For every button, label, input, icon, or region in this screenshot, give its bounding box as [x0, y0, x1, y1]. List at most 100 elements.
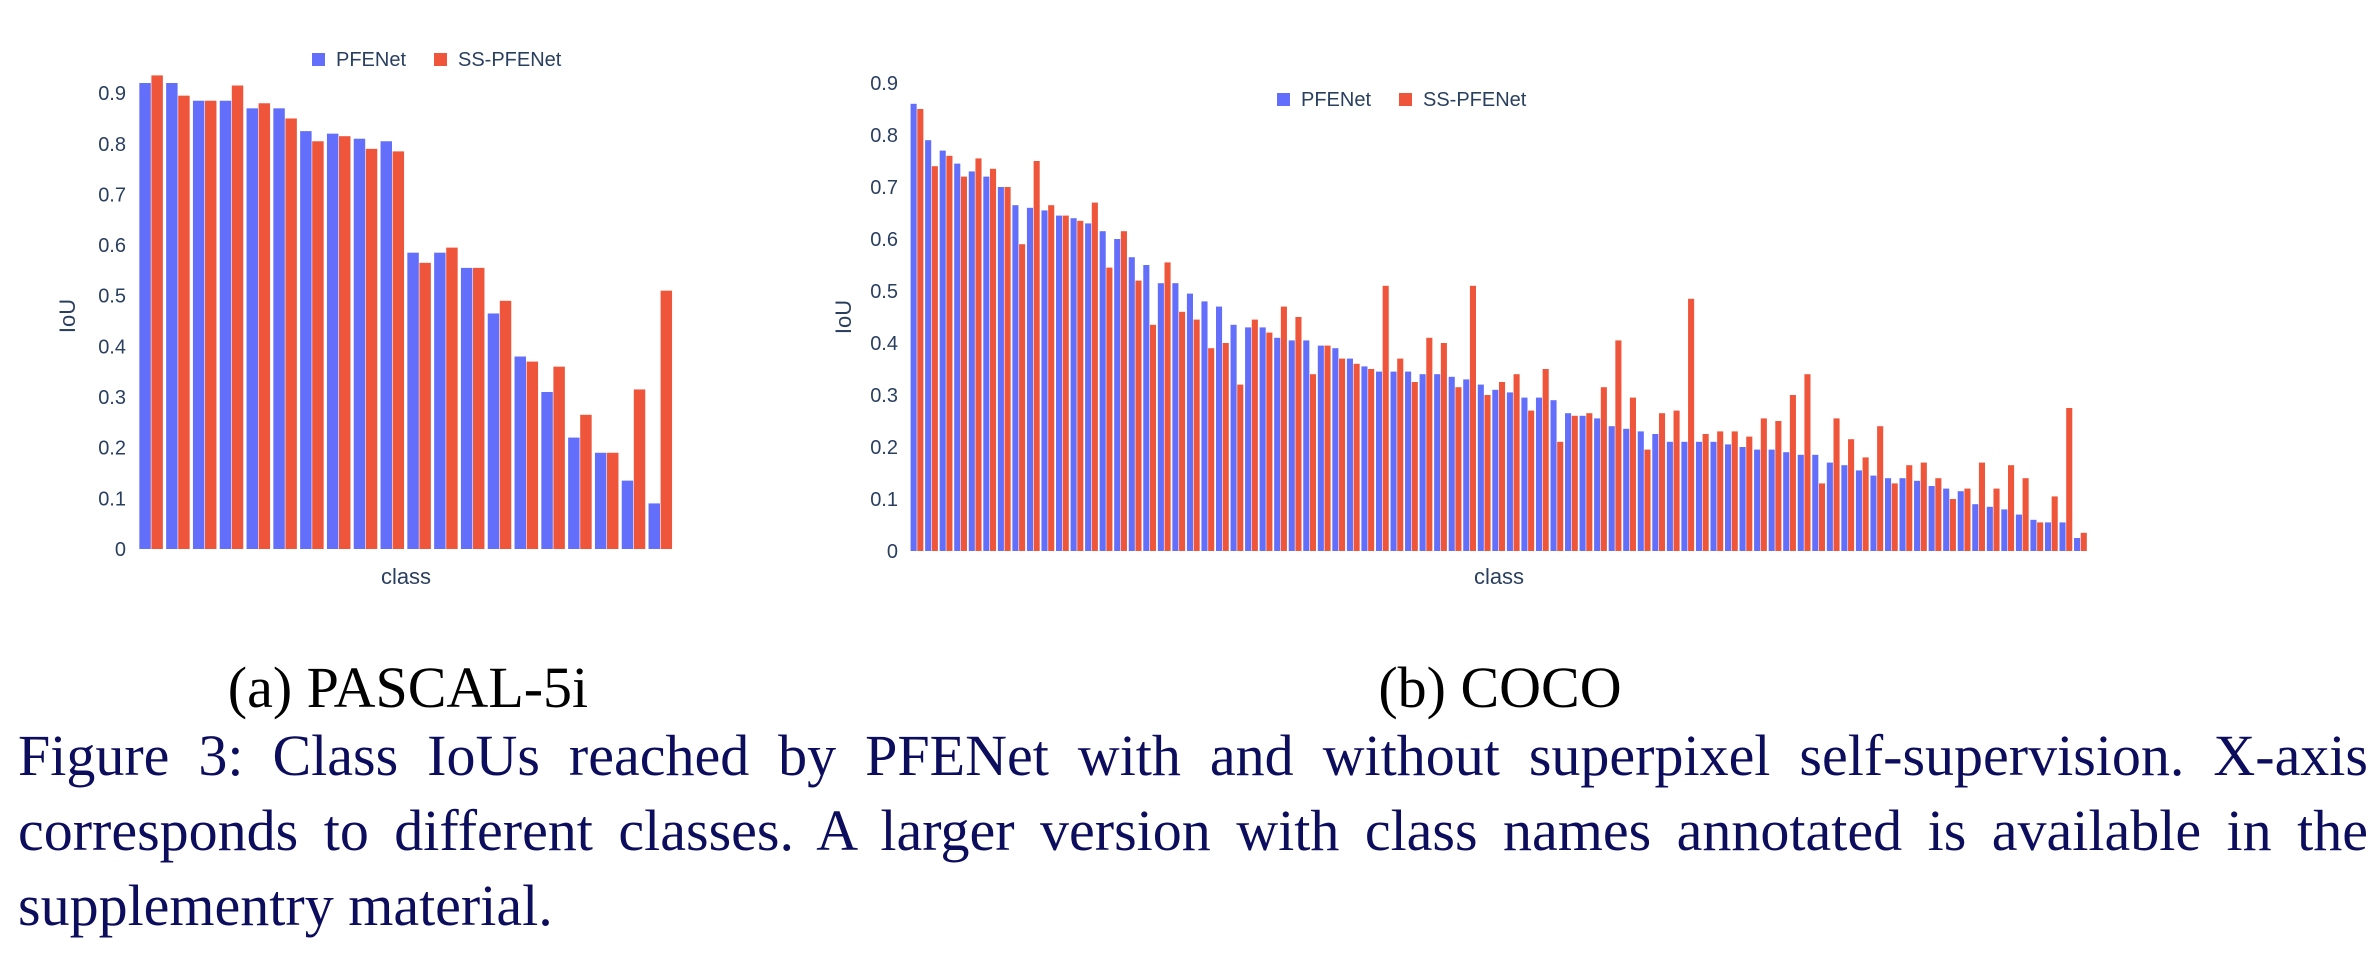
- bar-ss-pfenet: [580, 414, 592, 549]
- bar-pfenet: [1899, 478, 1906, 551]
- bar-ss-pfenet: [473, 267, 485, 549]
- bar-ss-pfenet: [1455, 387, 1462, 551]
- legend-swatch-ss-pfenet: [434, 53, 447, 66]
- bar-ss-pfenet: [1629, 397, 1636, 551]
- bar-pfenet: [1637, 431, 1644, 551]
- bar-ss-pfenet: [1731, 431, 1738, 551]
- bar-pfenet: [192, 100, 205, 549]
- bar-ss-pfenet: [1353, 363, 1360, 551]
- bar-pfenet: [1666, 441, 1673, 551]
- bar-pfenet: [1826, 462, 1833, 551]
- y-tick-label: 0.4: [870, 333, 898, 355]
- bar-pfenet: [2030, 519, 2037, 551]
- bar-pfenet: [2015, 514, 2022, 551]
- bar-pfenet: [1928, 486, 1935, 551]
- bar-pfenet: [2074, 538, 2081, 551]
- bar-pfenet: [1695, 441, 1703, 551]
- bar-pfenet: [1652, 434, 1659, 551]
- bar-ss-pfenet: [1237, 384, 1244, 551]
- bar-pfenet: [139, 83, 151, 549]
- bar-ss-pfenet: [1411, 382, 1418, 551]
- y-tick-label: 0.2: [870, 437, 898, 459]
- bar-pfenet: [939, 150, 946, 551]
- bar-ss-pfenet: [1673, 410, 1680, 551]
- bar-pfenet: [434, 252, 446, 549]
- bar-ss-pfenet: [2008, 465, 2015, 551]
- bar-ss-pfenet: [1775, 421, 1782, 551]
- bar-pfenet: [1463, 379, 1470, 551]
- bar-ss-pfenet: [285, 118, 297, 550]
- y-tick-label: 0.4: [98, 336, 126, 358]
- bar-ss-pfenet: [1149, 324, 1157, 551]
- bar-pfenet: [219, 100, 232, 549]
- bar-ss-pfenet: [1048, 205, 1055, 551]
- bar-ss-pfenet: [1848, 439, 1855, 551]
- bar-ss-pfenet: [1528, 410, 1535, 551]
- bar-ss-pfenet: [1295, 317, 1302, 551]
- bar-pfenet: [1361, 366, 1368, 551]
- bar-pfenet: [2059, 522, 2066, 551]
- bar-ss-pfenet: [1513, 374, 1520, 551]
- bar-pfenet: [1768, 449, 1775, 551]
- bar-pfenet: [983, 176, 990, 551]
- bar-pfenet: [541, 391, 553, 549]
- bar-ss-pfenet: [1891, 483, 1898, 551]
- bar-ss-pfenet: [1688, 298, 1695, 551]
- bar-pfenet: [1346, 358, 1353, 551]
- bar-ss-pfenet: [1717, 431, 1724, 551]
- bar-ss-pfenet: [1964, 488, 1971, 551]
- subfigure-caption: (a) PASCAL-5i: [228, 655, 588, 720]
- bar-ss-pfenet: [633, 389, 646, 549]
- bar-pfenet: [1492, 389, 1499, 551]
- y-tick-label: 0.8: [870, 125, 898, 147]
- bar-ss-pfenet: [178, 95, 190, 549]
- bar-pfenet: [648, 503, 660, 549]
- y-tick-label: 0: [887, 541, 898, 563]
- bar-pfenet: [326, 133, 339, 549]
- bar-ss-pfenet: [1440, 343, 1447, 551]
- bar-pfenet: [1535, 397, 1543, 551]
- bar-ss-pfenet: [1368, 369, 1375, 551]
- bar-pfenet: [1012, 205, 1019, 551]
- legend-label-ss-pfenet: SS-PFENet: [458, 49, 562, 71]
- y-tick-label: 0.3: [98, 387, 126, 409]
- bar-pfenet: [1172, 283, 1179, 551]
- bar-ss-pfenet: [1382, 285, 1389, 551]
- bar-pfenet: [1303, 340, 1310, 551]
- bar-ss-pfenet: [419, 262, 431, 549]
- bar-ss-pfenet: [1120, 231, 1127, 551]
- bar-pfenet: [1884, 478, 1892, 551]
- bar-pfenet: [594, 452, 607, 549]
- bar-pfenet: [1085, 223, 1092, 551]
- bar-ss-pfenet: [989, 168, 997, 552]
- bar-pfenet: [1245, 327, 1252, 551]
- bar-pfenet: [1797, 454, 1804, 551]
- bar-pfenet: [166, 83, 178, 549]
- bar-ss-pfenet: [1993, 488, 2000, 551]
- bar-ss-pfenet: [1164, 262, 1171, 551]
- bar-ss-pfenet: [1324, 345, 1331, 551]
- legend-swatch-pfenet: [312, 53, 325, 66]
- y-tick-label: 0.6: [98, 235, 126, 257]
- bar-pfenet: [1986, 506, 1993, 551]
- bar-pfenet: [407, 252, 419, 549]
- bar-pfenet: [1390, 371, 1397, 551]
- legend: PFENet SS-PFENet: [312, 49, 562, 71]
- bar-pfenet: [1943, 488, 1950, 551]
- bar-pfenet: [1259, 327, 1266, 551]
- y-tick-label: 0.8: [98, 134, 126, 156]
- subfigure-caption: (b) COCO: [1378, 655, 1621, 720]
- bar-pfenet: [1405, 371, 1412, 551]
- bar-pfenet: [1914, 480, 1921, 551]
- bar-pfenet: [1754, 449, 1761, 551]
- bar-ss-pfenet: [1309, 374, 1317, 551]
- bar-ss-pfenet: [1484, 395, 1491, 551]
- bar-ss-pfenet: [975, 158, 982, 551]
- bar-ss-pfenet: [392, 151, 405, 549]
- bar-ss-pfenet: [1251, 319, 1258, 551]
- bar-ss-pfenet: [917, 109, 924, 551]
- bar-ss-pfenet: [1862, 457, 1869, 551]
- legend-label-pfenet: PFENet: [336, 49, 406, 71]
- bar-ss-pfenet: [1062, 215, 1069, 551]
- y-tick-label: 0.9: [870, 73, 898, 95]
